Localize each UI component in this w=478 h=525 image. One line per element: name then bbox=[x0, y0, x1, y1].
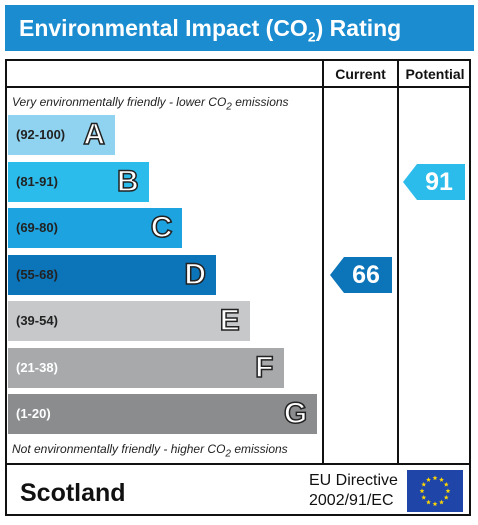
band-a: (92-100) A bbox=[8, 115, 115, 155]
column-current-header: Current bbox=[335, 66, 386, 82]
eu-star-icon bbox=[439, 477, 444, 482]
note-top: Very environmentally friendly - lower CO… bbox=[12, 95, 289, 113]
band-range-label: (92-100) bbox=[16, 127, 66, 142]
eu-star-icon bbox=[421, 481, 427, 487]
title-bar: Environmental Impact (CO2) Rating bbox=[5, 5, 474, 51]
band-range-label: (21-38) bbox=[16, 359, 58, 375]
note-bottom: Not environmentally friendly - higher CO… bbox=[12, 442, 288, 460]
band-range-label: (1-20) bbox=[16, 406, 51, 421]
current-arrow-shape bbox=[330, 256, 392, 293]
eu-flag-icon bbox=[407, 470, 463, 512]
directive-line-2: 2002/91/EC bbox=[309, 492, 394, 509]
band-range-label: (81-91) bbox=[16, 173, 58, 189]
band-c: (69-80) C bbox=[8, 208, 183, 248]
eu-star-icon bbox=[445, 488, 451, 494]
rating-frame bbox=[5, 59, 471, 516]
band-letter: A bbox=[83, 117, 106, 152]
band-g: (1-20) G bbox=[8, 394, 318, 434]
column-potential-header: Potential bbox=[405, 66, 465, 82]
band-letter: E bbox=[219, 303, 241, 338]
eu-star-icon bbox=[421, 494, 427, 500]
current-rating-value: 66 bbox=[352, 260, 380, 289]
region-label: Scotland bbox=[20, 479, 126, 507]
eu-star-icon bbox=[439, 499, 444, 505]
band-b: (81-91) B bbox=[8, 161, 149, 202]
band-letter: F bbox=[254, 350, 274, 385]
eu-star-icon bbox=[426, 499, 431, 505]
band-range-label: (55-68) bbox=[16, 266, 58, 282]
potential-rating-value: 91 bbox=[425, 167, 453, 196]
potential-rating-arrow: 91 bbox=[403, 163, 465, 200]
band-letter: G bbox=[283, 396, 308, 431]
eu-star-icon bbox=[419, 488, 425, 494]
band-e: (39-54) E bbox=[8, 301, 250, 341]
eu-star-icon bbox=[432, 475, 438, 481]
eu-star-icon bbox=[426, 477, 431, 482]
band-letter: C bbox=[150, 210, 173, 245]
header-divider bbox=[5, 86, 471, 88]
band-f: (21-38) F bbox=[8, 347, 284, 388]
eu-star-icon bbox=[443, 494, 449, 500]
chart-title: Environmental Impact (CO2) Rating bbox=[19, 15, 402, 45]
eu-directive-text: EU Directive 2002/91/EC bbox=[309, 471, 398, 511]
divider-current bbox=[322, 59, 324, 465]
potential-arrow-shape bbox=[403, 163, 465, 200]
band-d: (55-68) D bbox=[8, 254, 217, 295]
band-letter: B bbox=[116, 164, 139, 199]
current-rating-arrow: 66 bbox=[330, 256, 392, 293]
eu-star-icon bbox=[432, 501, 438, 507]
band-letter: D bbox=[184, 257, 207, 292]
band-range-label: (69-80) bbox=[16, 220, 58, 235]
divider-potential bbox=[397, 59, 399, 465]
band-range-label: (39-54) bbox=[16, 313, 58, 328]
directive-line-1: EU Directive bbox=[309, 472, 398, 489]
eu-star-icon bbox=[443, 481, 449, 487]
footer-divider bbox=[5, 463, 471, 465]
